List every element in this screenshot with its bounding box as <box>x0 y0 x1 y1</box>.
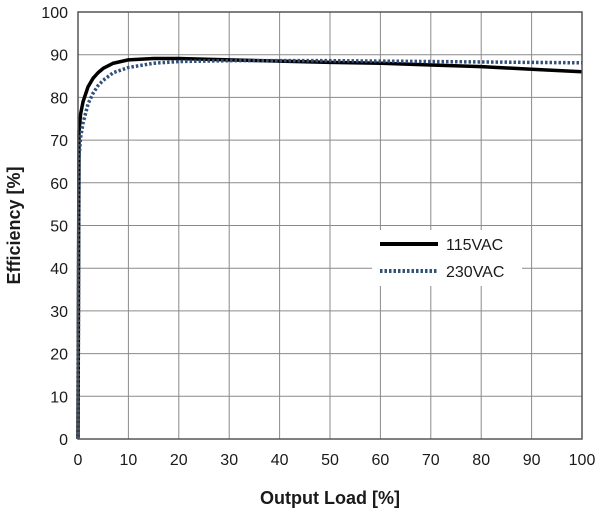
y-tick-label: 90 <box>50 48 68 65</box>
x-tick-label: 50 <box>321 452 339 469</box>
legend-background <box>372 230 522 286</box>
x-tick-label: 100 <box>569 452 596 469</box>
y-tick-label: 80 <box>50 90 68 107</box>
y-tick-label: 20 <box>50 347 68 364</box>
plot-frame <box>77 11 583 440</box>
y-tick-label: 30 <box>50 304 68 321</box>
x-tick-label: 40 <box>271 452 289 469</box>
y-tick-label: 50 <box>50 219 68 236</box>
x-tick-label: 0 <box>74 452 83 469</box>
x-tick-label: 60 <box>372 452 390 469</box>
y-tick-label: 60 <box>50 176 68 193</box>
legend-label-115vac: 115VAC <box>446 237 503 254</box>
y-tick-label: 40 <box>50 261 68 278</box>
y-tick-label: 70 <box>50 133 68 150</box>
y-tick-label: 0 <box>59 432 68 449</box>
x-tick-label: 10 <box>120 452 138 469</box>
x-tick-label: 90 <box>523 452 541 469</box>
series-lines <box>76 56 583 440</box>
x-tick-label: 20 <box>170 452 188 469</box>
x-axis-title: Output Load [%] <box>260 488 400 508</box>
x-tick-label: 80 <box>472 452 490 469</box>
grid <box>77 11 583 440</box>
legend-label-230vac: 230VAC <box>446 264 504 281</box>
y-tick-label: 100 <box>41 5 68 22</box>
y-tick-labels: 0 10 20 30 40 50 60 70 80 90 100 <box>41 5 68 449</box>
y-axis-title: Efficiency [%] <box>4 166 24 284</box>
x-tick-labels: 0 10 20 30 40 50 60 70 80 90 100 <box>74 452 596 469</box>
x-tick-label: 70 <box>422 452 440 469</box>
series-line-115vac <box>76 56 583 440</box>
y-tick-label: 10 <box>50 389 68 406</box>
series-line-230vac <box>76 58 583 440</box>
legend: 115VAC 230VAC <box>372 230 522 286</box>
x-tick-label: 30 <box>220 452 238 469</box>
